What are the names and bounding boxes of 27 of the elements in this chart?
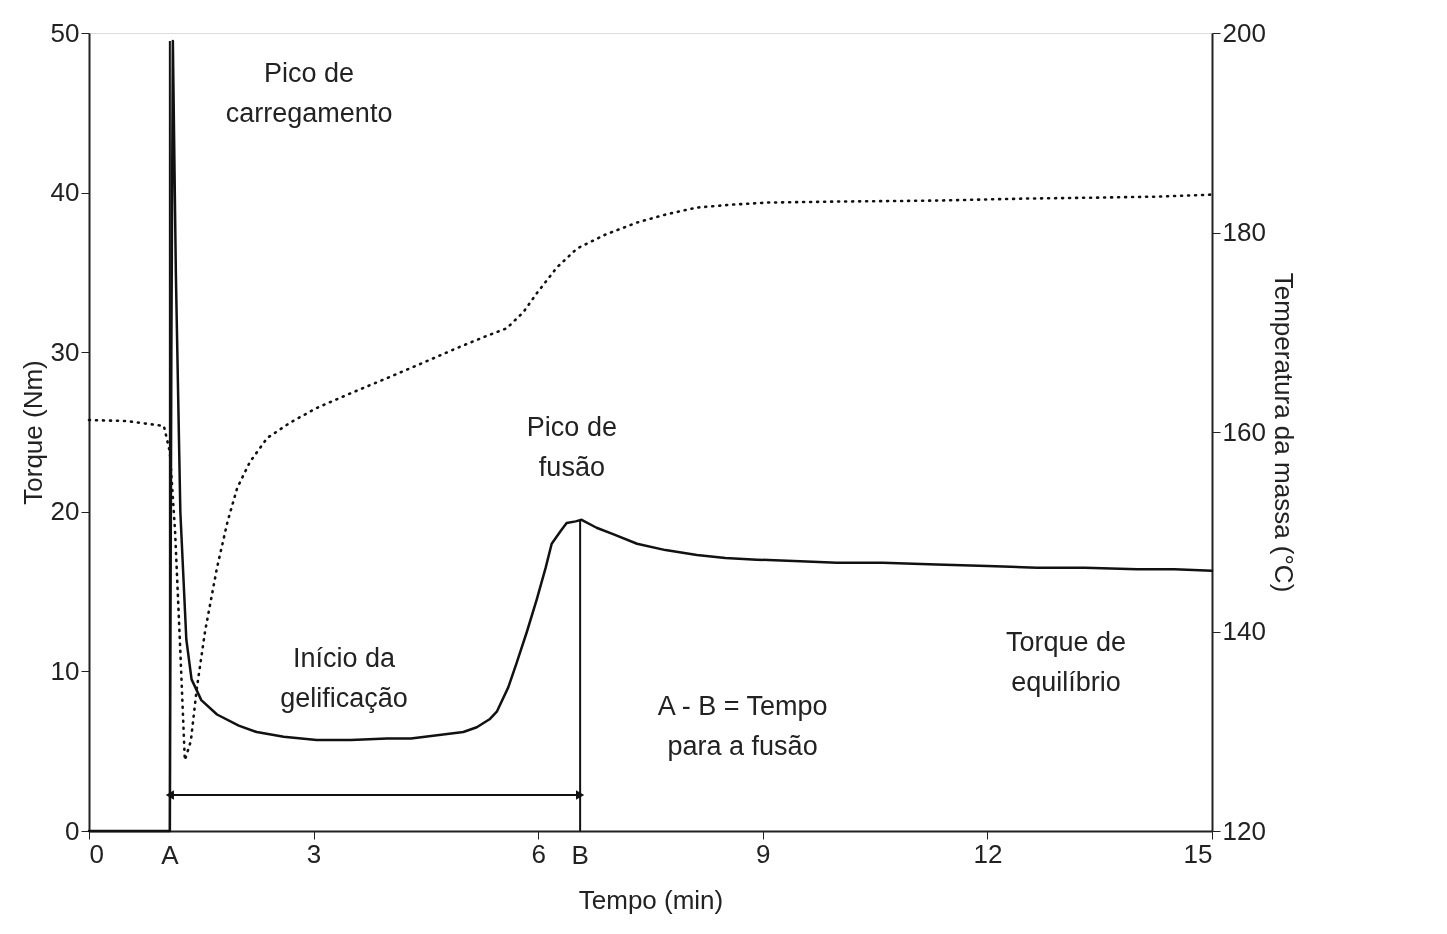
y2-tick-label: 140 [1222, 616, 1266, 646]
annotation: Pico de fusão [526, 411, 617, 482]
y-axis-title: Torque (Nm) [17, 360, 48, 505]
ref-line-label: A [161, 840, 180, 870]
annotation: A - B = Tempo para a fusão [657, 691, 828, 762]
x-tick-label: 9 [756, 838, 771, 869]
y-tick-label: 40 [50, 177, 80, 208]
x-axis-title: Tempo (min) [578, 884, 724, 915]
annotation: Início da gelificação [280, 643, 408, 714]
y2-tick-label: 160 [1222, 416, 1266, 447]
y-tick-label: 20 [50, 496, 80, 527]
y2-tick-label: 180 [1222, 217, 1266, 247]
annotation: Pico de carregamento [225, 57, 393, 128]
y-tick-label: 10 [50, 655, 80, 686]
y2-tick-label: 120 [1222, 815, 1266, 846]
x-tick-label: 6 [531, 838, 546, 869]
annotation: Torque de equilíbrio [1005, 627, 1127, 698]
x-tick-label: 3 [306, 838, 322, 869]
x-tick-label: 12 [973, 838, 1003, 869]
y-tick-label: 30 [50, 336, 80, 367]
y-tick-label: 0 [65, 815, 80, 846]
ref-line-label: B [571, 840, 589, 870]
x-tick-label: 15 [1183, 838, 1213, 869]
x-tick-label: 0 [89, 838, 104, 869]
y-tick-label: 50 [50, 17, 80, 48]
y2-axis-title: Temperatura da massa (°C) [1268, 272, 1299, 593]
y2-tick-label: 200 [1222, 17, 1266, 48]
